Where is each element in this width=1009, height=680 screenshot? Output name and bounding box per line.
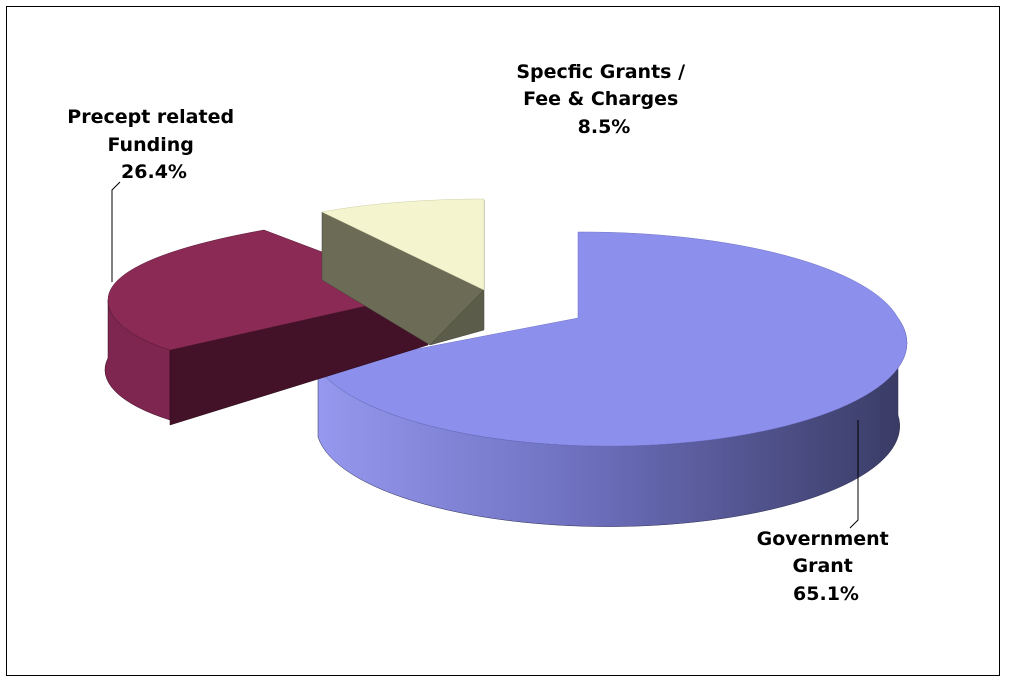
label-specific-grants: Specfic Grants / Fee & Charges 8.5% [516, 61, 691, 138]
slice-government-grant [317, 231, 908, 527]
label-specific-grants-value: 8.5% [578, 116, 631, 138]
slice-precept-funding-top [107, 229, 429, 351]
label-precept-value: 26.4% [121, 161, 187, 183]
leader-line-precept [111, 181, 121, 282]
label-government: Government Grant 65.1% [757, 528, 896, 605]
label-government-value: 65.1% [793, 583, 859, 605]
label-government-line1: Government [757, 528, 889, 550]
label-government-line2: Grant [792, 555, 852, 577]
label-precept-line1: Precept related [67, 106, 234, 128]
slice-specific-grants-top [321, 198, 485, 291]
label-precept-line2: Funding [108, 134, 194, 156]
slice-precept-funding [104, 229, 429, 426]
label-specific-grants-line1: Specfic Grants / [516, 61, 685, 83]
leader-line-government [849, 420, 859, 529]
label-precept: Precept related Funding 26.4% [67, 106, 240, 183]
slice-specific-grants [321, 198, 485, 346]
slice-government-grant-top [317, 231, 908, 447]
label-specific-grants-line2: Fee & Charges [523, 88, 678, 110]
